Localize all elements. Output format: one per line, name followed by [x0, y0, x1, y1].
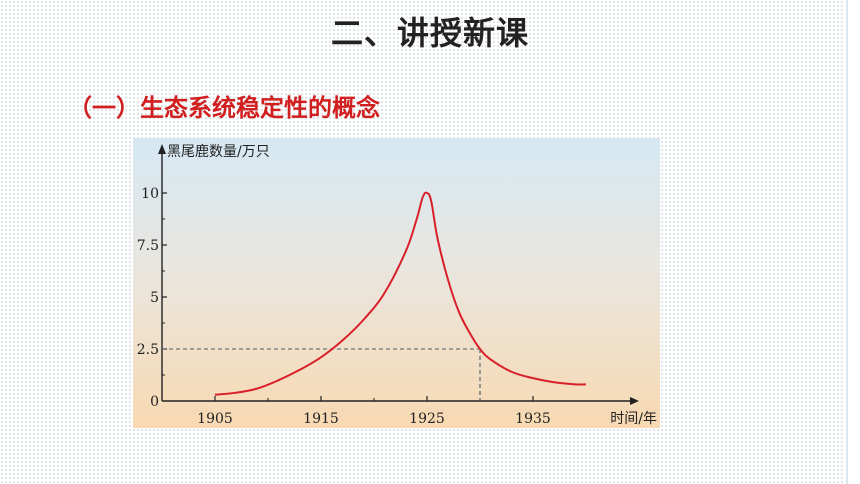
- y-tick-label: 0: [150, 394, 159, 410]
- y-axis-arrow: [158, 144, 166, 154]
- y-tick-label: 2.5: [137, 342, 159, 358]
- x-axis-title: 时间/年: [610, 411, 657, 427]
- x-tick-label: 1915: [303, 411, 339, 427]
- y-axis-title: 黑尾鹿数量/万只: [167, 143, 270, 160]
- y-tick-label: 10: [141, 186, 159, 202]
- x-axis-arrow: [630, 397, 639, 405]
- y-tick-label: 5: [150, 290, 159, 306]
- population-curve: [214, 191, 587, 396]
- x-tick-label: 1925: [409, 411, 445, 427]
- deer-population-chart: 0 2.5 5 7.5 10 1905 1915 1925 1935 黑尾鹿数量/万只时间/年: [133, 138, 660, 428]
- y-tick-label: 7.5: [137, 238, 159, 254]
- right-accent-strip: [844, 0, 860, 484]
- right-accent-line: [846, 0, 848, 484]
- slide-title: 二、讲授新课: [330, 14, 529, 52]
- x-tick-label: 1935: [515, 411, 551, 427]
- section-title: （一）生态系统稳定性的概念: [68, 94, 380, 122]
- x-tick-label: 1905: [197, 411, 233, 427]
- chart-background: [133, 138, 660, 428]
